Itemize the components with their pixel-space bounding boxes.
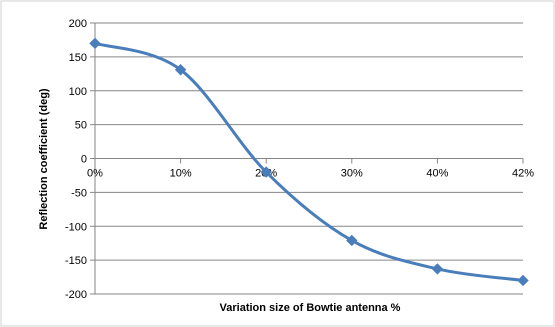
y-tick-label: -150 xyxy=(65,255,87,267)
x-tick-label: 10% xyxy=(170,168,192,180)
x-tick-label: 0% xyxy=(87,168,103,180)
x-axis-label: Variation size of Bowtie antenna % xyxy=(220,302,401,314)
data-point-marker xyxy=(174,64,187,76)
y-tick-label: -100 xyxy=(65,221,87,233)
data-point-marker xyxy=(517,274,529,287)
x-tick-label: 40% xyxy=(426,168,448,180)
data-point-marker xyxy=(431,263,444,275)
x-tick-label: 30% xyxy=(341,168,363,180)
y-tick-label: 200 xyxy=(69,18,87,30)
gridlines xyxy=(95,22,523,295)
data-point-marker xyxy=(260,166,272,178)
y-tick-labels: -200 -150 -100 -50 0 50 100 150 200 xyxy=(65,18,87,301)
data-point-marker xyxy=(89,37,101,50)
data-point-marker xyxy=(346,234,358,247)
y-tick-label: -200 xyxy=(65,289,87,301)
y-axis-label: Reflection coefficient (deg) xyxy=(38,88,50,230)
y-tick-label: -50 xyxy=(71,187,87,199)
data-series xyxy=(89,37,529,287)
y-tick-label: 100 xyxy=(69,86,87,98)
y-tick-label: 0 xyxy=(81,154,87,166)
axes xyxy=(90,22,524,295)
y-tick-label: 150 xyxy=(69,52,87,64)
x-tick-label: 42% xyxy=(512,168,534,180)
y-tick-label: 50 xyxy=(75,120,87,132)
